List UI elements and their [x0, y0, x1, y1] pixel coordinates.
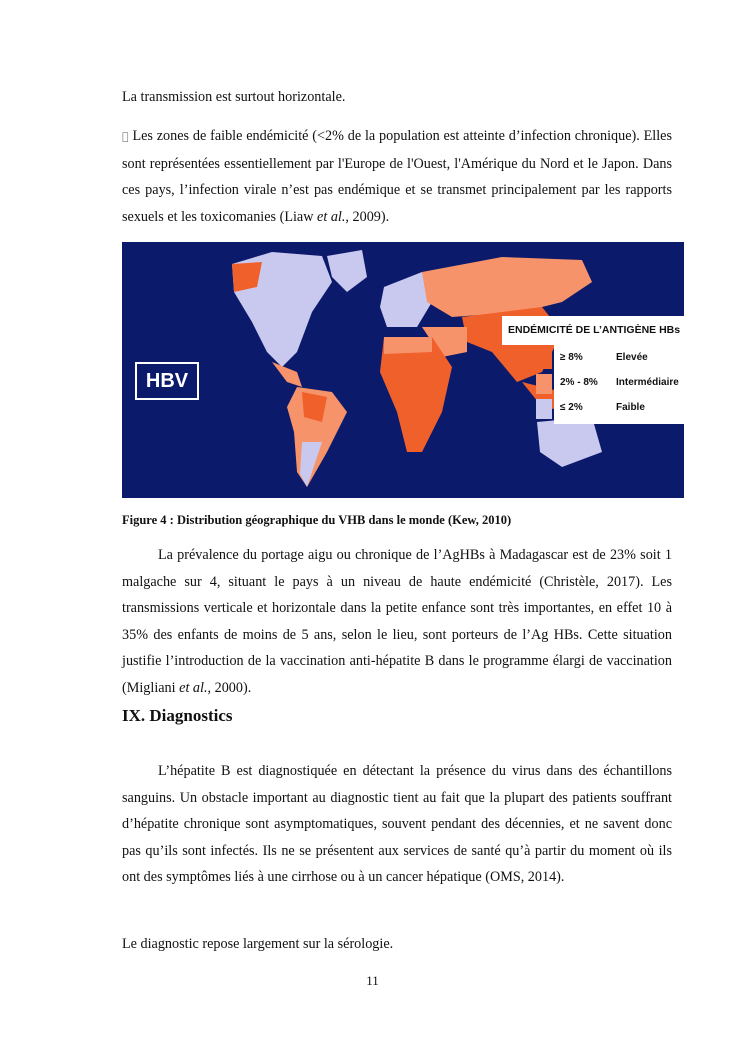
section-heading: IX. Diagnostics — [122, 706, 233, 725]
figure-caption: Figure 4 : Distribution géographique du … — [122, 513, 512, 527]
italic-text: et al. — [317, 208, 346, 225]
swatch — [536, 374, 552, 394]
legend-range: ≤ 2% — [560, 402, 583, 413]
paragraph-low-endemicity:  Les zones de faible endémicité (<2% de… — [122, 123, 672, 230]
legend-item-high: ≥ 8% Elevée — [536, 347, 684, 371]
text: , 2000). — [207, 679, 252, 696]
australia — [537, 417, 602, 467]
hbv-world-map: HBV ENDÉMICITÉ DE L’ANTIGÈNE HBs ≥ 8% El… — [122, 242, 684, 498]
legend-label: Elevée — [616, 352, 648, 363]
africa — [380, 337, 452, 452]
swatch — [536, 399, 552, 419]
bullet:  — [122, 130, 129, 143]
legend-range: ≥ 8% — [560, 352, 583, 363]
legend: ≥ 8% Elevée 2% - 8% Intermédiaire ≤ 2% F… — [536, 345, 684, 424]
text: La prévalence du portage aigu ou chroniq… — [122, 547, 672, 696]
legend-title: ENDÉMICITÉ DE L’ANTIGÈNE HBs — [502, 316, 684, 345]
text: Les zones de faible endémicité (<2% de l… — [122, 128, 672, 225]
southern-cone — [300, 442, 322, 487]
swatch — [536, 349, 552, 369]
legend-item-intermediate: 2% - 8% Intermédiaire — [536, 372, 684, 396]
page-number: 11 — [366, 973, 379, 988]
north-africa — [384, 337, 432, 354]
greenland — [327, 250, 367, 292]
legend-item-low: ≤ 2% Faible — [536, 397, 684, 421]
europe — [380, 272, 432, 327]
central-america — [272, 362, 302, 387]
italic-text: et al. — [179, 679, 208, 696]
hbv-label: HBV — [135, 362, 199, 400]
middle-east — [422, 327, 467, 357]
amazon — [302, 392, 327, 422]
russia-asia — [422, 257, 592, 317]
paragraph-serology: Le diagnostic repose largement sur la sé… — [122, 936, 394, 952]
legend-label: Intermédiaire — [616, 377, 679, 388]
text: , 2009). — [345, 208, 390, 225]
paragraph-diagnosis: L’hépatite B est diagnostiquée en détect… — [122, 763, 672, 885]
legend-label: Faible — [616, 402, 645, 413]
paragraph-transmission: La transmission est surtout horizontale. — [122, 89, 346, 105]
paragraph-madagascar: La prévalence du portage aigu ou chroniq… — [122, 542, 672, 701]
alaska — [232, 262, 262, 292]
legend-range: 2% - 8% — [560, 377, 598, 388]
